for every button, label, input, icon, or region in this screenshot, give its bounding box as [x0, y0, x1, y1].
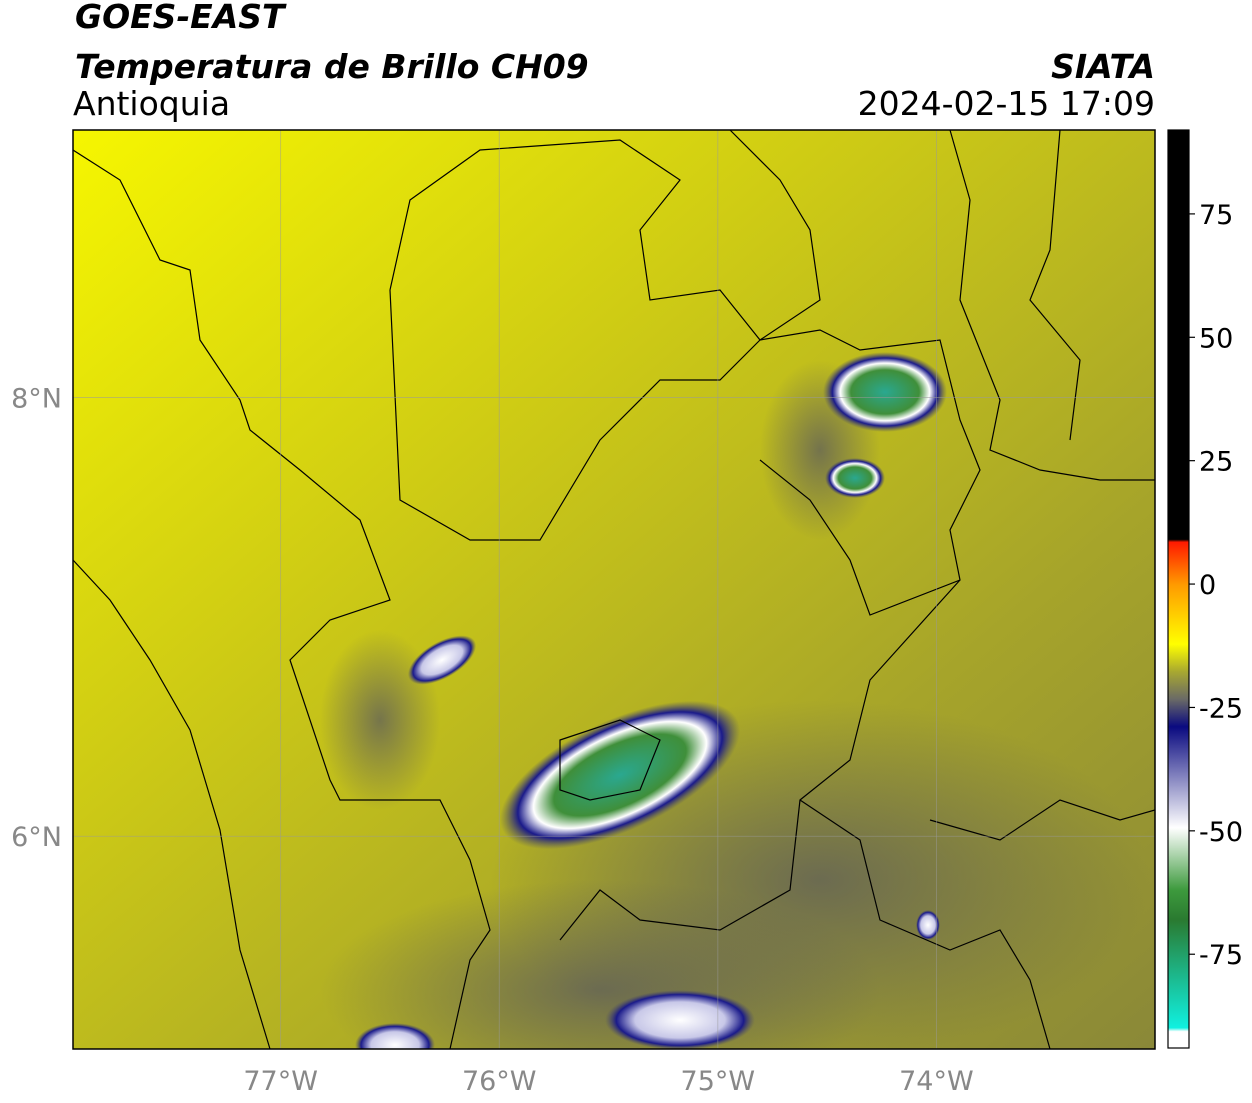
colorbar [1167, 129, 1190, 1049]
colorbar-tick-label: 0 [1199, 570, 1216, 601]
datetime: 2024-02-15 17:09 [858, 84, 1155, 123]
colorbar-tick-label: 75 [1199, 200, 1233, 231]
source: SIATA [1051, 47, 1155, 86]
x-tick-label: 74°W [899, 1066, 974, 1097]
x-tick-label: 77°W [243, 1066, 318, 1097]
graticule [73, 130, 1155, 1049]
subtitle: Temperatura de Brillo CH09 [75, 47, 589, 86]
y-tick-label: 8°N [11, 384, 62, 415]
colorbar-tick-label: 25 [1199, 447, 1233, 478]
colorbar-tick-label: -50 [1199, 817, 1243, 848]
map-image [73, 130, 1155, 1049]
colorbar-tick-label: 50 [1199, 323, 1233, 354]
x-tick-label: 75°W [681, 1066, 756, 1097]
colorbar-tick-label: -75 [1199, 940, 1243, 971]
colorbar-tick-label: -25 [1199, 693, 1243, 724]
x-tick-label: 76°W [462, 1066, 537, 1097]
map-frame [72, 129, 1156, 1050]
title: GOES-EAST [75, 0, 287, 36]
y-tick-label: 6°N [11, 822, 62, 853]
region: Antioquia [73, 84, 230, 123]
